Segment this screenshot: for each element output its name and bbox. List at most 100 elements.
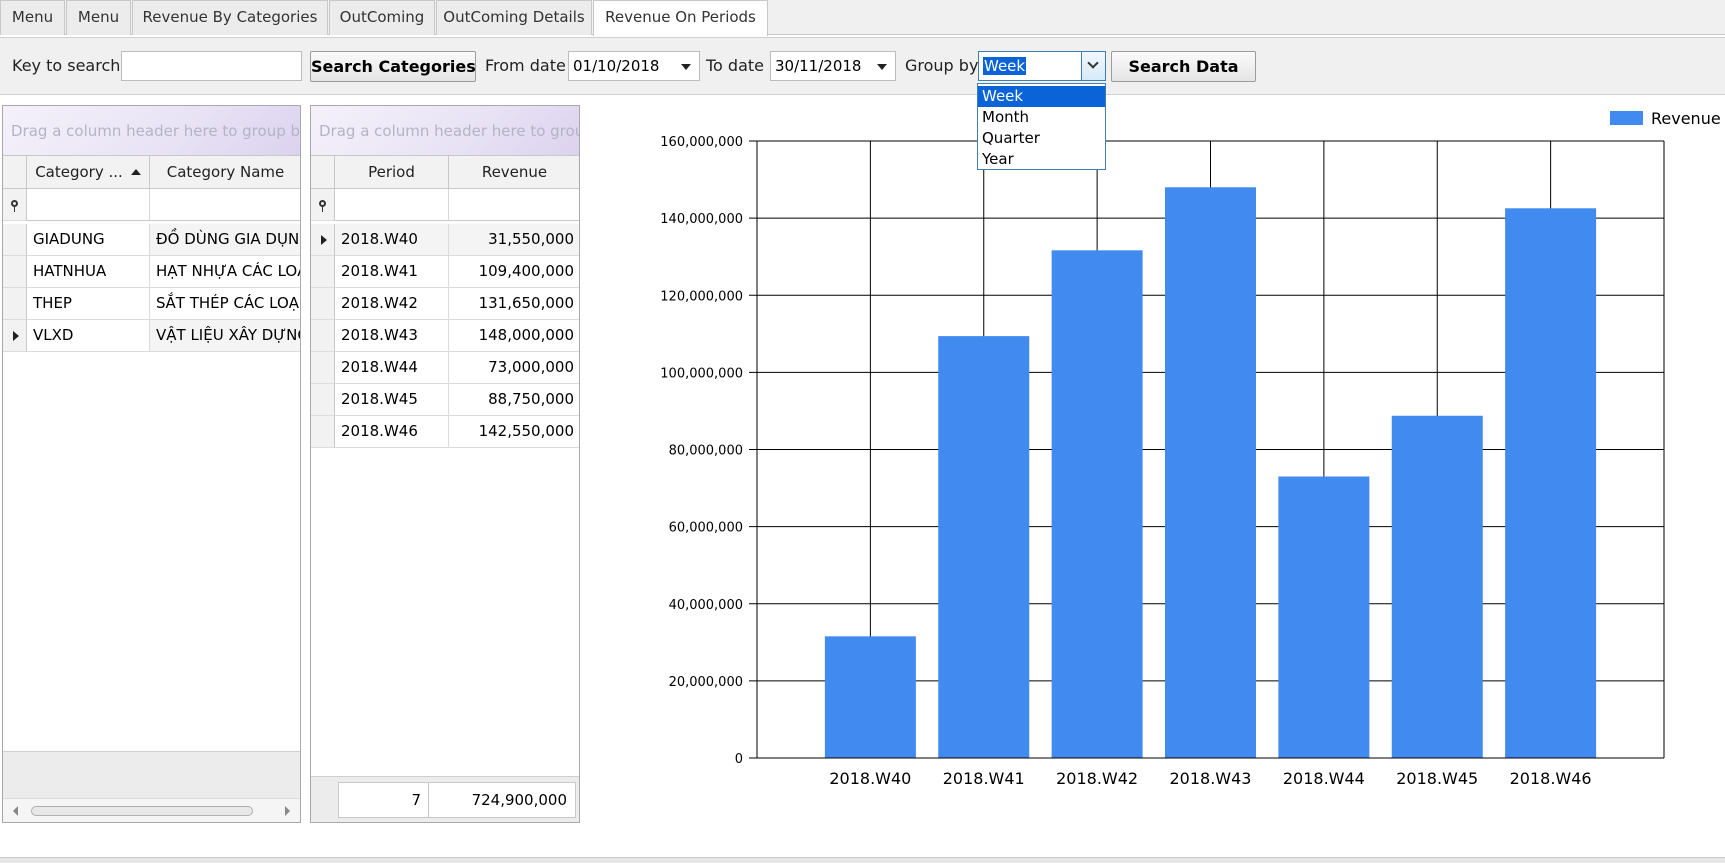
filter-row-indicator — [3, 189, 27, 221]
y-tick-label: 0 — [735, 752, 743, 767]
table-cell[interactable]: 109,400,000 — [449, 256, 579, 288]
tab-menu-2[interactable]: Menu — [66, 0, 131, 35]
row-indicator[interactable] — [3, 224, 27, 256]
filter-cell-period[interactable] — [335, 189, 449, 221]
row-indicator-current[interactable] — [311, 224, 335, 256]
filter-pin-icon — [11, 200, 18, 212]
table-row[interactable]: GIADUNG — [27, 224, 150, 256]
scroll-left-icon[interactable] — [13, 806, 18, 816]
group-option-week[interactable]: Week — [978, 86, 1105, 107]
table-cell[interactable]: 88,750,000 — [449, 384, 579, 416]
row-indicator[interactable] — [3, 256, 27, 288]
group-by-value: Week — [983, 57, 1027, 75]
to-date-dropdown-icon[interactable] — [877, 64, 887, 70]
x-tick-label: 2018.W40 — [829, 769, 911, 788]
tab-revenue-by-categories[interactable]: Revenue By Categories — [132, 0, 328, 35]
row-indicator[interactable] — [311, 384, 335, 416]
group-panel[interactable]: Drag a column header here to group by th… — [311, 106, 579, 156]
table-cell[interactable]: 31,550,000 — [449, 224, 579, 256]
from-date-label: From date — [485, 56, 566, 75]
table-cell[interactable]: HẠT NHỰA CÁC LOẠI — [150, 256, 300, 288]
table-row[interactable]: 2018.W40 — [335, 224, 449, 256]
table-row[interactable]: HATNHUA — [27, 256, 150, 288]
from-date-picker[interactable]: 01/10/2018 — [568, 51, 700, 81]
summary-total-revenue: 724,900,000 — [428, 782, 576, 818]
table-row[interactable]: 2018.W41 — [335, 256, 449, 288]
scrollbar-thumb[interactable] — [31, 806, 253, 816]
column-header-period[interactable]: Period — [335, 156, 449, 189]
bar — [938, 336, 1030, 758]
x-tick-label: 2018.W45 — [1396, 769, 1478, 788]
row-indicator[interactable] — [311, 352, 335, 384]
grid-footer — [3, 751, 300, 799]
column-header-revenue[interactable]: Revenue — [449, 156, 579, 189]
group-option-quarter[interactable]: Quarter — [982, 129, 1040, 147]
table-cell[interactable]: 148,000,000 — [449, 320, 579, 352]
revenue-chart: 0 20,000,000 40,000,000 60,000,000 80,000,00… — [660, 109, 1721, 788]
row-indicator[interactable] — [311, 256, 335, 288]
tab-bar: Menu Menu Revenue By Categories OutComin… — [0, 0, 1725, 36]
filter-cell-revenue[interactable] — [449, 189, 579, 221]
bar — [1505, 208, 1597, 758]
search-categories-button[interactable]: Search Categories — [310, 51, 476, 82]
current-row-arrow-icon — [13, 331, 19, 341]
table-cell[interactable]: 131,650,000 — [449, 288, 579, 320]
table-row[interactable]: THEP — [27, 288, 150, 320]
table-cell[interactable]: SẮT THÉP CÁC LOẠI — [150, 288, 300, 320]
bar — [1278, 476, 1370, 758]
group-by-dropdown-list: Week Month Quarter Year — [977, 83, 1106, 170]
summary-count: 7 — [338, 782, 430, 818]
group-panel[interactable]: Drag a column header here to group by th… — [3, 106, 300, 156]
row-indicator[interactable] — [311, 288, 335, 320]
group-option-month[interactable]: Month — [982, 108, 1030, 126]
row-indicator[interactable] — [311, 320, 335, 352]
current-row-arrow-icon — [321, 235, 327, 245]
scroll-right-icon[interactable] — [285, 806, 290, 816]
tab-outcoming-details[interactable]: OutComing Details — [436, 0, 592, 35]
filter-pin-icon — [319, 200, 326, 212]
group-by-dropdown-button[interactable] — [1081, 52, 1105, 80]
bar — [1051, 250, 1143, 758]
bar — [1391, 415, 1483, 758]
search-data-button[interactable]: Search Data — [1111, 51, 1256, 82]
legend-label: Revenue — [1651, 109, 1721, 128]
x-tick-label: 2018.W46 — [1510, 769, 1592, 788]
from-date-dropdown-icon[interactable] — [681, 64, 691, 70]
y-tick-label: 120,000,000 — [660, 289, 743, 304]
bar — [1165, 187, 1256, 758]
to-date-value: 30/11/2018 — [775, 57, 862, 75]
y-tick-label: 160,000,000 — [660, 135, 743, 150]
y-tick-label: 20,000,000 — [669, 675, 743, 690]
table-cell[interactable]: VẬT LIỆU XÂY DỰNG — [150, 320, 300, 352]
row-indicator[interactable] — [3, 288, 27, 320]
table-row[interactable]: 2018.W45 — [335, 384, 449, 416]
table-cell[interactable]: ĐỒ DÙNG GIA DỤNG — [150, 224, 300, 256]
row-indicator-current[interactable] — [3, 320, 27, 352]
tab-outcoming[interactable]: OutComing — [329, 0, 435, 35]
table-row[interactable]: 2018.W44 — [335, 352, 449, 384]
y-tick-label: 100,000,000 — [660, 366, 743, 381]
table-cell[interactable]: 73,000,000 — [449, 352, 579, 384]
filter-toolbar: Key to search Search Categories From dat… — [0, 37, 1725, 95]
horizontal-scrollbar[interactable] — [3, 798, 300, 822]
table-cell[interactable]: 142,550,000 — [449, 416, 579, 448]
to-date-picker[interactable]: 30/11/2018 — [770, 51, 896, 81]
y-tick-label: 40,000,000 — [669, 598, 743, 613]
column-header-category-name[interactable]: Category Name — [150, 156, 300, 189]
key-to-search-input[interactable] — [121, 51, 302, 81]
tab-revenue-on-periods[interactable]: Revenue On Periods — [593, 0, 768, 36]
group-option-year[interactable]: Year — [982, 150, 1014, 168]
row-indicator[interactable] — [311, 416, 335, 448]
filter-cell-category-code[interactable] — [27, 189, 150, 221]
column-header-category-code[interactable]: Category ... — [27, 156, 150, 189]
filter-cell-category-name[interactable] — [150, 189, 300, 221]
x-tick-label: 2018.W42 — [1056, 769, 1138, 788]
tab-menu-1[interactable]: Menu — [0, 0, 65, 35]
table-row[interactable]: VLXD — [27, 320, 150, 352]
table-row[interactable]: 2018.W46 — [335, 416, 449, 448]
table-row[interactable]: 2018.W43 — [335, 320, 449, 352]
table-row[interactable]: 2018.W42 — [335, 288, 449, 320]
group-by-select[interactable]: Week — [978, 51, 1106, 81]
filter-row-indicator — [311, 189, 335, 221]
row-indicator-header — [3, 156, 27, 189]
